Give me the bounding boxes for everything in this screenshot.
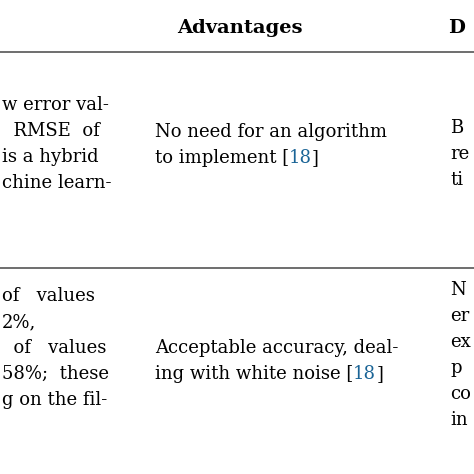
Text: ]: ] xyxy=(312,149,319,167)
Text: p: p xyxy=(450,359,462,377)
Text: Acceptable accuracy, deal-: Acceptable accuracy, deal- xyxy=(155,339,398,357)
Text: ex: ex xyxy=(450,333,471,351)
Text: to implement [: to implement [ xyxy=(155,149,289,167)
Text: chine learn-: chine learn- xyxy=(2,174,111,192)
Text: w error val-: w error val- xyxy=(2,96,109,114)
Text: RMSE  of: RMSE of xyxy=(2,122,100,140)
Text: in: in xyxy=(450,411,468,429)
Text: ]: ] xyxy=(376,365,383,383)
Text: ti: ti xyxy=(450,171,463,189)
Text: No need for an algorithm: No need for an algorithm xyxy=(155,123,387,141)
Text: 18: 18 xyxy=(353,365,376,383)
Text: B: B xyxy=(450,119,463,137)
Text: of   values: of values xyxy=(2,339,106,357)
Text: ing with white noise [: ing with white noise [ xyxy=(155,365,353,383)
Text: Advantages: Advantages xyxy=(177,19,303,37)
Text: D: D xyxy=(448,19,465,37)
Text: N: N xyxy=(450,281,466,299)
Text: re: re xyxy=(450,145,469,163)
Text: er: er xyxy=(450,307,469,325)
Text: 58%;  these: 58%; these xyxy=(2,365,109,383)
Text: is a hybrid: is a hybrid xyxy=(2,148,99,166)
Text: g on the fil-: g on the fil- xyxy=(2,391,107,409)
Text: 18: 18 xyxy=(289,149,312,167)
Text: of   values: of values xyxy=(2,287,95,305)
Text: 2%,: 2%, xyxy=(2,313,36,331)
Text: co: co xyxy=(450,385,471,403)
